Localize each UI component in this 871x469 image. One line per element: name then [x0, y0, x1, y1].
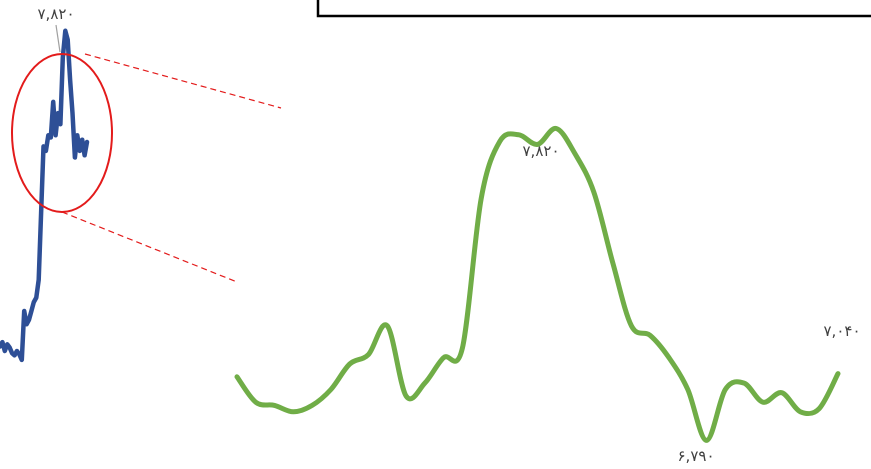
peak-label-leader	[55, 24, 61, 53]
main-series-line	[0, 28, 90, 363]
peak-highlight-circle	[11, 53, 113, 213]
main-peak-label: ۷,۸۲۰	[38, 5, 75, 23]
zoom-low-label: ۶,۷۹۰	[678, 447, 715, 465]
zoom-connector-top	[84, 53, 282, 109]
zoom-connector-bottom	[61, 211, 238, 283]
inset-box-frame	[316, 0, 871, 18]
zoom-peak-label: ۷,۸۲۰	[523, 142, 560, 160]
zoom-last-label: ۷,۰۴۰	[824, 322, 861, 340]
zoom-series-line	[234, 126, 841, 443]
